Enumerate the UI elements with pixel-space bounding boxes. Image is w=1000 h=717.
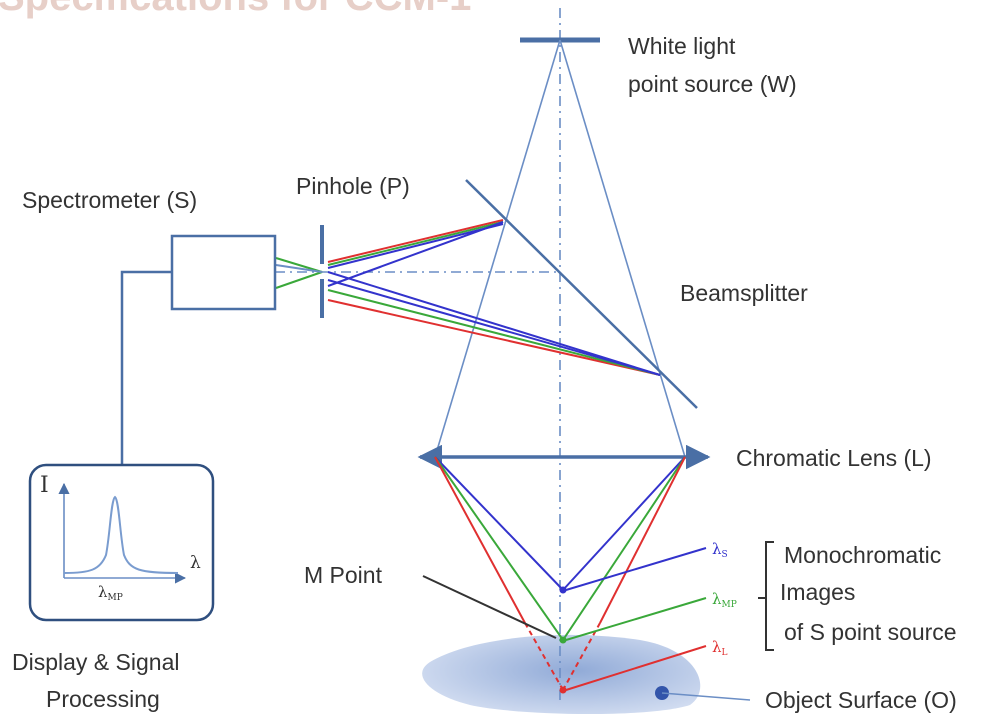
lambda-short-label: λS: [712, 540, 728, 560]
inset-peak-label: λMP: [98, 583, 123, 603]
focusing-rays: [434, 456, 686, 691]
inset-y-axis-label: I: [40, 473, 49, 498]
focus-point-long: [559, 686, 567, 694]
lambda-mid-label: λMP: [712, 590, 737, 610]
object-surface-leader: [661, 692, 751, 701]
leader-long: [565, 645, 707, 691]
mono-label-line3: of S point source: [784, 619, 957, 645]
lambda-long-label: λL: [712, 638, 728, 658]
signal-cable: [120, 270, 172, 465]
mono-label-line2: Images: [780, 579, 855, 605]
return-rays: [327, 219, 661, 376]
illumination-cone: [434, 39, 686, 458]
mono-bracket: [765, 541, 774, 651]
chromatic-lens-label: Chromatic Lens (L): [736, 445, 932, 471]
object-surface-shape: [422, 634, 701, 715]
leader-short: [565, 547, 707, 591]
display-label-line1: Display & Signal: [12, 649, 179, 675]
spectrometer-label: Spectrometer (S): [22, 187, 197, 213]
leader-mid: [565, 597, 707, 641]
white-light-label-line1: White light: [628, 33, 736, 59]
display-label-line2: Processing: [46, 686, 160, 712]
pinhole-label: Pinhole (P): [296, 173, 410, 199]
white-light-label-line2: point source (W): [628, 71, 797, 97]
m-point-leader: [422, 575, 557, 639]
spectrometer-box: [170, 234, 277, 311]
inset-x-axis-label: λ: [190, 553, 201, 573]
focus-point-short: [559, 586, 567, 594]
focus-point-mid: [559, 636, 567, 644]
object-surface-label: Object Surface (O): [765, 687, 957, 713]
beamsplitter: [465, 179, 698, 409]
mono-label-line1: Monochromatic: [784, 542, 941, 568]
page-title-fragment: Specifications for CCM-1: [0, 0, 471, 19]
inset-plot: I λ λMP: [40, 473, 201, 603]
spectral-peak-curve: [63, 495, 179, 574]
m-point-label: M Point: [304, 562, 383, 588]
beamsplitter-label: Beamsplitter: [680, 280, 808, 306]
pinhole-to-spectrometer-rays: [275, 257, 323, 289]
